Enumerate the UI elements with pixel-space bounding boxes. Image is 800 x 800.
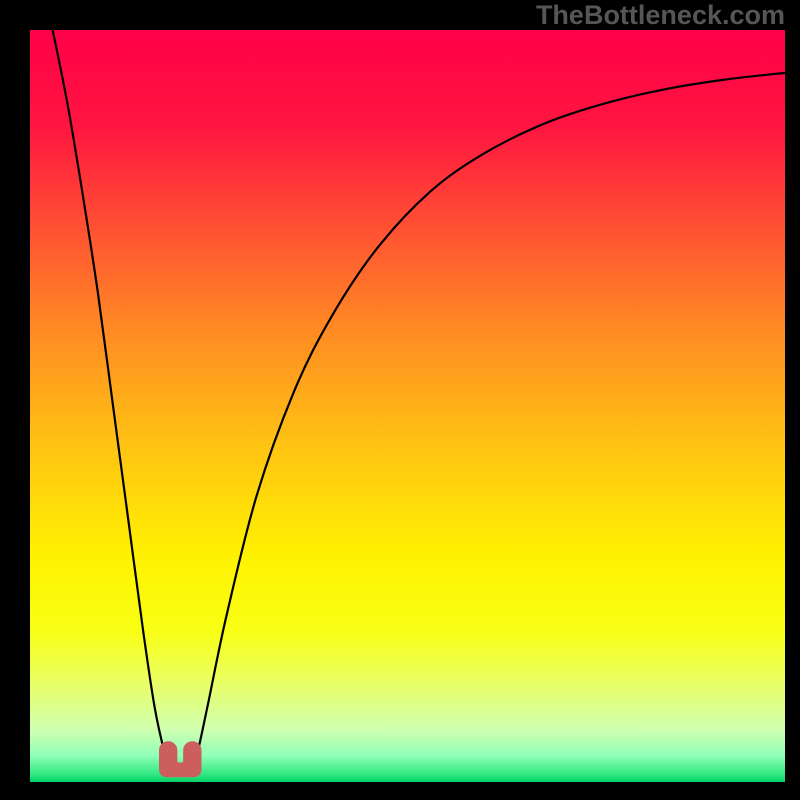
curve-layer xyxy=(0,0,800,800)
watermark-text: TheBottleneck.com xyxy=(536,0,785,31)
bottleneck-curve xyxy=(53,30,785,774)
optimum-marker xyxy=(159,742,201,777)
chart-container xyxy=(0,0,800,800)
